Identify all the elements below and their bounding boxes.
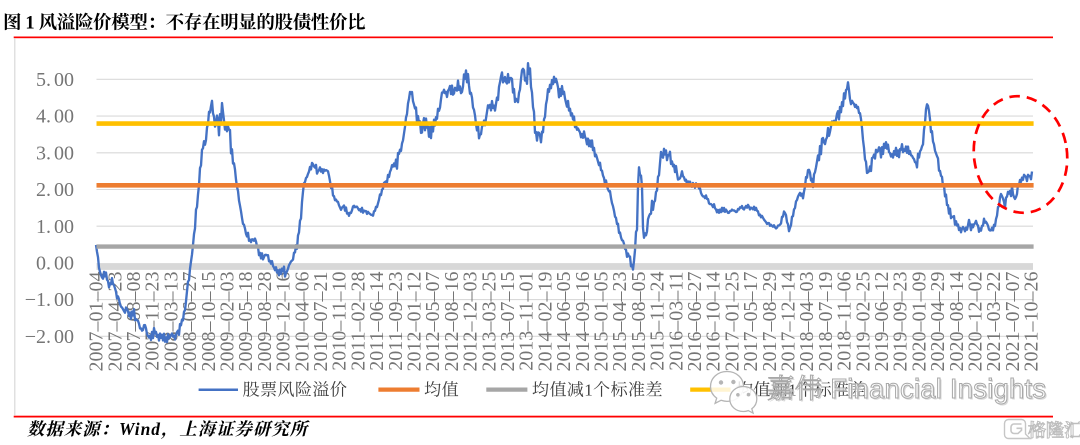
svg-text:2011–06–14: 2011–06–14 [366, 272, 388, 371]
svg-text:2017–01–25: 2017–01–25 [721, 272, 743, 372]
svg-text:2012–08–16: 2012–08–16 [441, 272, 463, 372]
svg-text:2008–06–27: 2008–06–27 [179, 272, 201, 372]
svg-text:2021–07–07: 2021–07–07 [1002, 272, 1024, 372]
svg-text:2010–07–21: 2010–07–21 [310, 272, 332, 372]
svg-text:2020–04–29: 2020–04–29 [927, 272, 949, 372]
svg-text:2017–05–17: 2017–05–17 [740, 272, 762, 372]
svg-text:1.00: 1. 00 [36, 216, 74, 238]
svg-text:2019–02–25: 2019–02–25 [852, 272, 874, 372]
svg-text:2020–01–09: 2020–01–09 [908, 272, 930, 372]
svg-text:2012–12–03: 2012–12–03 [460, 272, 482, 372]
svg-text:2021–10–26: 2021–10–26 [1021, 272, 1043, 372]
svg-text:2016–06–27: 2016–06–27 [684, 272, 706, 372]
svg-text:3.00: 3. 00 [36, 142, 74, 164]
svg-text:2020–12–02: 2020–12–02 [965, 272, 987, 372]
svg-text:2016–03–11: 2016–03–11 [665, 272, 687, 371]
svg-text:2009–12–16: 2009–12–16 [273, 272, 295, 372]
svg-text:均值加1个标准差: 均值加1个标准差 [736, 376, 867, 401]
svg-text:2.00: 2. 00 [36, 179, 74, 201]
svg-text:2008–03–13: 2008–03–13 [160, 272, 182, 372]
svg-text:2013–03–25: 2013–03–25 [478, 272, 500, 372]
svg-text:2014–09–16: 2014–09–16 [572, 272, 594, 372]
svg-text:2015–04–23: 2015–04–23 [609, 272, 631, 372]
svg-text:数据来源：Wind，上海证券研究所: 数据来源：Wind，上海证券研究所 [27, 415, 311, 440]
svg-text:股票风险溢价: 股票风险溢价 [243, 376, 348, 401]
svg-text:2019–09–23: 2019–09–23 [890, 272, 912, 372]
svg-text:2009–08–28: 2009–08–28 [254, 272, 276, 372]
svg-text:嘉伟 Financial Insights: 嘉伟 Financial Insights [767, 366, 1046, 406]
svg-text:2012–01–12: 2012–01–12 [404, 272, 426, 372]
svg-text:2018–07–19: 2018–07–19 [815, 272, 837, 372]
svg-text:2007–08–08: 2007–08–08 [123, 272, 145, 372]
svg-text:0.00: 0. 00 [36, 253, 74, 275]
svg-text:2007–11–23: 2007–11–23 [142, 272, 164, 371]
svg-text:2019–06–12: 2019–06–12 [871, 272, 893, 372]
svg-text:2012–05–07: 2012–05–07 [422, 272, 444, 372]
svg-text:2020–08–14: 2020–08–14 [946, 272, 968, 372]
svg-text:2014–02–19: 2014–02–19 [534, 272, 556, 372]
svg-text:2007–01–04: 2007–01–04 [86, 272, 108, 372]
svg-text:−2.00: −2. 00 [25, 326, 74, 348]
svg-text:2009–02–03: 2009–02–03 [217, 272, 239, 372]
svg-text:4.00: 4. 00 [36, 106, 74, 128]
svg-text:2015–11–24: 2015–11–24 [647, 272, 669, 371]
svg-text:2017–12–14: 2017–12–14 [778, 272, 800, 372]
svg-text:2013–11–01: 2013–11–01 [516, 272, 538, 371]
svg-text:5.00: 5. 00 [36, 69, 74, 91]
svg-text:2015–01–05: 2015–01–05 [591, 272, 613, 372]
svg-text:格隆汇: 格隆汇 [1028, 417, 1080, 443]
svg-text:2013–07–15: 2013–07–15 [497, 272, 519, 372]
svg-text:均值减1个标准差: 均值减1个标准差 [532, 376, 663, 401]
svg-text:2007–04–23: 2007–04–23 [104, 272, 126, 372]
svg-text:2011–09–23: 2011–09–23 [385, 272, 407, 371]
svg-text:嘉伟 Financial Insights: 嘉伟 Financial Insights [769, 368, 1048, 408]
svg-text:2008–10–15: 2008–10–15 [198, 272, 220, 372]
svg-text:2015–08–05: 2015–08–05 [628, 272, 650, 372]
svg-text:图 1 风溢险价模型：不存在明显的股债性价比: 图 1 风溢险价模型：不存在明显的股债性价比 [3, 9, 366, 35]
svg-text:2021–03–22: 2021–03–22 [983, 272, 1005, 372]
svg-text:2014–06–05: 2014–06–05 [553, 272, 575, 372]
svg-text:2018–11–06: 2018–11–06 [834, 272, 856, 371]
svg-text:−1.00: −1. 00 [25, 289, 74, 311]
svg-text:2011–02–28: 2011–02–28 [347, 272, 369, 371]
svg-text:均值: 均值 [424, 376, 459, 401]
svg-text:2009–05–18: 2009–05–18 [235, 272, 257, 372]
svg-text:2010–04–06: 2010–04–06 [291, 272, 313, 372]
svg-text:2016–10–14: 2016–10–14 [703, 272, 725, 372]
svg-text:2018–04–03: 2018–04–03 [796, 272, 818, 372]
svg-text:2010–11–10: 2010–11–10 [329, 272, 351, 371]
svg-text:2017–08–29: 2017–08–29 [759, 272, 781, 372]
